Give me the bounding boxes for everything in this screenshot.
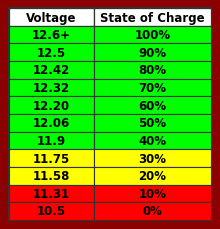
Bar bbox=[9, 167, 94, 185]
Bar bbox=[94, 202, 211, 220]
Bar bbox=[94, 44, 211, 62]
Text: 40%: 40% bbox=[138, 134, 167, 147]
Bar bbox=[9, 132, 94, 150]
Bar bbox=[94, 185, 211, 202]
Text: 90%: 90% bbox=[138, 46, 167, 60]
Bar bbox=[94, 97, 211, 114]
Text: 30%: 30% bbox=[139, 152, 167, 165]
Bar bbox=[94, 27, 211, 44]
Bar bbox=[9, 150, 94, 167]
Bar bbox=[94, 114, 211, 132]
Bar bbox=[9, 44, 94, 62]
Text: 10.5: 10.5 bbox=[37, 204, 66, 218]
Text: 20%: 20% bbox=[139, 169, 167, 183]
Bar bbox=[9, 62, 94, 79]
Bar bbox=[94, 132, 211, 150]
Text: 50%: 50% bbox=[138, 117, 167, 130]
Text: 12.42: 12.42 bbox=[33, 64, 70, 77]
Bar bbox=[9, 202, 94, 220]
Bar bbox=[9, 27, 94, 44]
Text: 12.20: 12.20 bbox=[33, 99, 70, 112]
Bar bbox=[94, 9, 211, 27]
Bar bbox=[94, 167, 211, 185]
Bar bbox=[94, 62, 211, 79]
Text: Voltage: Voltage bbox=[26, 11, 77, 25]
Bar bbox=[9, 97, 94, 114]
Bar bbox=[9, 185, 94, 202]
Text: 12.5: 12.5 bbox=[37, 46, 66, 60]
Text: 70%: 70% bbox=[139, 82, 167, 95]
Text: 60%: 60% bbox=[138, 99, 167, 112]
Text: 12.6+: 12.6+ bbox=[32, 29, 71, 42]
Bar bbox=[9, 79, 94, 97]
Bar bbox=[94, 150, 211, 167]
Text: 12.06: 12.06 bbox=[33, 117, 70, 130]
Bar bbox=[94, 79, 211, 97]
Text: State of Charge: State of Charge bbox=[100, 11, 205, 25]
Text: 100%: 100% bbox=[134, 29, 170, 42]
Text: 0%: 0% bbox=[143, 204, 162, 218]
Bar bbox=[9, 114, 94, 132]
Text: 12.32: 12.32 bbox=[33, 82, 70, 95]
Text: 11.31: 11.31 bbox=[33, 187, 70, 200]
Text: 10%: 10% bbox=[139, 187, 167, 200]
Bar bbox=[9, 9, 94, 27]
Text: 11.75: 11.75 bbox=[33, 152, 70, 165]
Text: 11.58: 11.58 bbox=[33, 169, 70, 183]
Text: 80%: 80% bbox=[138, 64, 167, 77]
Text: 11.9: 11.9 bbox=[37, 134, 66, 147]
